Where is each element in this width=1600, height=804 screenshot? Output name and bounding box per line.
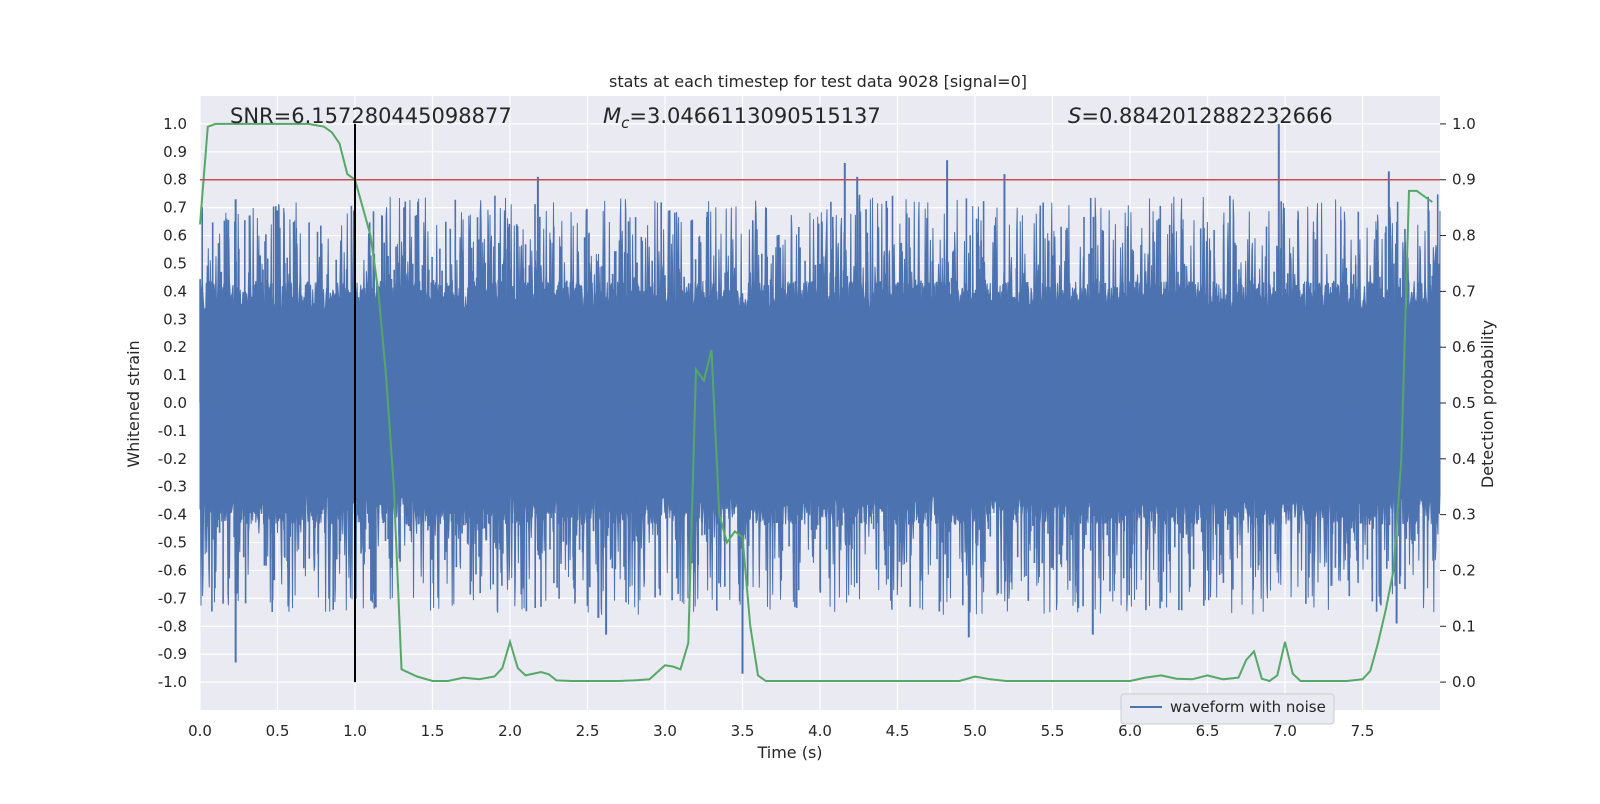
waveform-random-spikes xyxy=(199,194,1439,612)
x-tick-label: 6.5 xyxy=(1196,722,1220,740)
y2-tick-label: 0.6 xyxy=(1452,338,1476,356)
mc-subscript: c xyxy=(621,114,630,132)
y-tick-label: 0.4 xyxy=(163,282,187,300)
waveform-series xyxy=(199,123,1441,674)
y-tick-label: 0.1 xyxy=(163,366,187,384)
y-tick-label: -0.8 xyxy=(158,617,187,635)
y2-tick-label: 1.0 xyxy=(1452,115,1476,133)
detection-probability-line xyxy=(199,122,1433,683)
s-annotation: S=0.8842012882232666 xyxy=(1068,104,1333,128)
x-tick-label: 4.5 xyxy=(886,722,910,740)
y2-tick-label: 0.5 xyxy=(1452,394,1476,412)
s-value: =0.8842012882232666 xyxy=(1081,104,1332,128)
x-tick-label: 3.5 xyxy=(731,722,755,740)
y-tick-label: -0.2 xyxy=(158,450,187,468)
x-tick-label: 0.5 xyxy=(266,722,290,740)
reference-lines xyxy=(200,123,1440,683)
mc-symbol: M xyxy=(603,104,621,128)
y-tick-label: 1.0 xyxy=(163,115,187,133)
x-tick-label: 2.5 xyxy=(576,722,600,740)
y-tick-label: 0.8 xyxy=(163,171,187,189)
x-tick-label: 2.0 xyxy=(498,722,522,740)
y2-tick-label: 0.9 xyxy=(1452,171,1476,189)
chart-title: stats at each timestep for test data 902… xyxy=(609,72,1027,91)
y-tick-label: 0.2 xyxy=(163,338,187,356)
x-tick-label: 7.5 xyxy=(1351,722,1375,740)
x-tick-label: 6.0 xyxy=(1118,722,1142,740)
s-symbol: S xyxy=(1068,104,1081,128)
probability-series xyxy=(199,122,1433,683)
y-tick-label: 0.5 xyxy=(163,254,187,272)
y-tick-label: -0.1 xyxy=(158,422,187,440)
y2-tick-label: 0.0 xyxy=(1452,673,1476,691)
y-tick-label: -1.0 xyxy=(158,673,187,691)
legend: waveform with noise xyxy=(1120,693,1335,725)
mc-annotation: Mc=3.0466113090515137 xyxy=(603,104,881,132)
x-tick-label: 1.5 xyxy=(421,722,445,740)
y-tick-label: -0.7 xyxy=(158,589,187,607)
mc-value: =3.0466113090515137 xyxy=(629,104,880,128)
y2-tick-label: 0.2 xyxy=(1452,561,1476,579)
y2-tick-label: 0.3 xyxy=(1452,506,1476,524)
y2-axis-label: Detection probability xyxy=(1478,320,1497,488)
y-tick-label: -0.4 xyxy=(158,506,187,524)
y-axis-label: Whitened strain xyxy=(124,340,143,467)
x-tick-label: 5.0 xyxy=(963,722,987,740)
tick-labels: 0.0 0.5 1.0 1.5 2.0 2.5 3.0 3.5 4.0 4.5 5.0 5.5 6.0 6… xyxy=(158,115,1476,740)
legend-box xyxy=(1120,693,1335,725)
y2-tick-label: 0.8 xyxy=(1452,227,1476,245)
y-tick-label: -0.9 xyxy=(158,645,187,663)
y-tick-label: 0.7 xyxy=(163,199,187,217)
y-tick-label: -0.6 xyxy=(158,561,187,579)
y-tick-label: -0.3 xyxy=(158,478,187,496)
y-tick-label: 0.9 xyxy=(163,143,187,161)
x-tick-label: 1.0 xyxy=(343,722,367,740)
x-tick-label: 5.5 xyxy=(1041,722,1065,740)
snr-annotation: SNR=6.157280445098877 xyxy=(230,104,512,128)
x-tick-label: 7.0 xyxy=(1273,722,1297,740)
y-tick-label: 0.3 xyxy=(163,310,187,328)
y-tick-label: 0.6 xyxy=(163,227,187,245)
x-tick-label: 4.0 xyxy=(808,722,832,740)
legend-label-waveform: waveform with noise xyxy=(1170,698,1326,716)
y-tick-label: 0.0 xyxy=(163,394,187,412)
y2-tick-label: 0.7 xyxy=(1452,282,1476,300)
x-tick-label: 0.0 xyxy=(188,722,212,740)
y2-tick-label: 0.4 xyxy=(1452,450,1476,468)
x-axis-label: Time (s) xyxy=(756,743,822,762)
y2-tick-label: 0.1 xyxy=(1452,617,1476,635)
x-tick-label: 3.0 xyxy=(653,722,677,740)
y-tick-label: -0.5 xyxy=(158,534,187,552)
